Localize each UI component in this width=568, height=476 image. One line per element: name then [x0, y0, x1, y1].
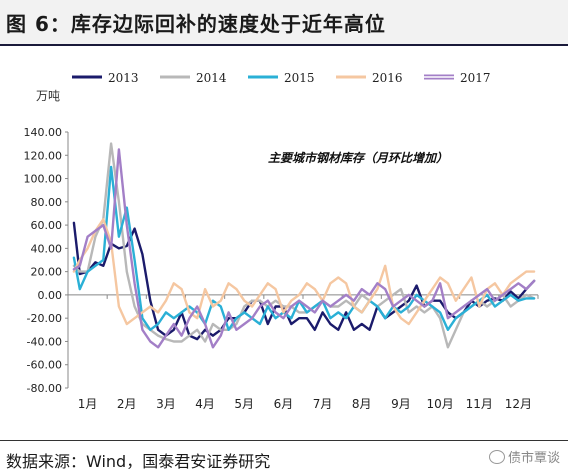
y-tick-label: 60.00 [31, 219, 63, 232]
x-tick-label: 12月 [505, 397, 532, 411]
y-tick-label: -20.00 [27, 312, 62, 325]
y-tick-label: 0.00 [38, 289, 63, 302]
y-unit-label: 万吨 [36, 89, 60, 103]
y-tick-label: 100.00 [24, 173, 63, 186]
x-tick-label: 10月 [426, 397, 453, 411]
series-line-2017 [72, 148, 536, 349]
title-divider [0, 44, 568, 46]
y-tick-label: -80.00 [27, 382, 62, 395]
y-tick-label: 120.00 [24, 149, 63, 162]
x-tick-label: 5月 [234, 397, 254, 411]
wechat-icon [488, 450, 505, 464]
y-tick-label: 40.00 [31, 242, 63, 255]
footer-divider [0, 440, 568, 441]
x-tick-label: 4月 [195, 397, 215, 411]
data-source-note: 数据来源：Wind，国泰君安证券研究 [6, 452, 271, 471]
x-tick-label: 11月 [466, 397, 493, 411]
x-tick-label: 6月 [274, 397, 294, 411]
x-tick-label: 2月 [117, 397, 137, 411]
x-tick-label: 8月 [352, 397, 372, 411]
series-line-2015 [72, 165, 536, 331]
watermark: 债市覃谈 [488, 447, 560, 466]
figure-title: 图 6：库存边际回补的速度处于近年高位 [6, 12, 386, 36]
legend-label-2014: 2014 [196, 71, 227, 85]
y-tick-label: 140.00 [24, 126, 63, 139]
x-tick-label: 1月 [78, 397, 98, 411]
y-tick-label: -40.00 [27, 335, 62, 348]
legend-label-2017: 2017 [460, 71, 491, 85]
series-line-2016 [72, 218, 536, 326]
x-tick-label: 7月 [313, 397, 333, 411]
legend-label-2016: 2016 [372, 71, 403, 85]
x-tick-label: 3月 [156, 397, 176, 411]
y-tick-label: -60.00 [27, 359, 62, 372]
legend-label-2013: 2013 [108, 71, 139, 85]
y-tick-label: 20.00 [31, 266, 63, 279]
x-tick-label: 9月 [391, 397, 411, 411]
watermark-text: 债市覃谈 [507, 451, 560, 466]
line-chart: 万吨 2013 2014 2015 2016 2017 主要城市钢材库存（月环比增加） 140… [24, 71, 539, 411]
y-tick-label: 80.00 [31, 196, 63, 209]
figure-title-bar: 图 6：库存边际回补的速度处于近年高位 [0, 0, 568, 44]
chart-annotation: 主要城市钢材库存（月环比增加） [268, 151, 448, 165]
series-line-2013 [72, 221, 536, 341]
legend-label-2015: 2015 [284, 71, 315, 85]
